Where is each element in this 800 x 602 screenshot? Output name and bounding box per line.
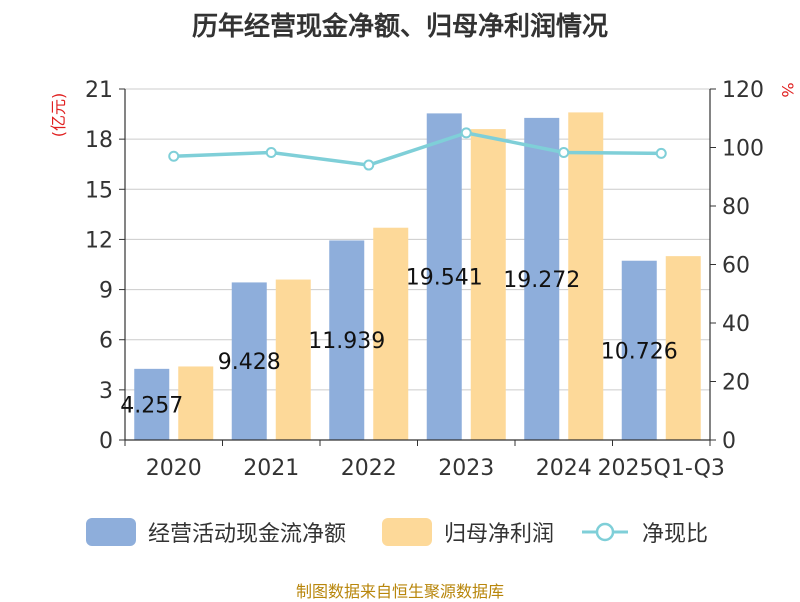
legend-label-net-profit: 归母净利润 <box>444 522 555 547</box>
chart-title: 历年经营现金净额、归母净利润情况 <box>191 12 608 42</box>
right-tick-label: 60 <box>722 254 750 279</box>
chart-plot: 0 3 6 9 12 15 18 21 0 20 40 60 80 100 120 (亿元)% 2020 2021… <box>49 78 797 481</box>
bar-cashflow <box>621 260 657 440</box>
bar-cashflow <box>524 117 560 440</box>
ratio-point <box>265 146 277 158</box>
legend-label-ratio: 净现比 <box>642 522 709 547</box>
left-axis-title: (亿元) <box>49 93 68 138</box>
x-tick-label: 2022 <box>341 456 397 481</box>
ratio-point <box>460 127 472 139</box>
left-tick-label: 18 <box>85 128 113 153</box>
right-tick-label: 120 <box>722 78 764 103</box>
left-tick-label: 9 <box>99 279 113 304</box>
bar-net-profit <box>178 366 214 440</box>
data-label-cashflow: 19.541 <box>406 266 483 291</box>
bar-cashflow <box>231 282 267 440</box>
left-tick-label: 0 <box>99 429 113 454</box>
left-tick-label: 15 <box>85 178 113 203</box>
left-tick-label: 6 <box>99 329 113 354</box>
left-tick-label: 21 <box>85 78 113 103</box>
ratio-point <box>655 147 667 159</box>
x-tick-label: 2025Q1-Q3 <box>598 456 725 481</box>
right-tick-label: 40 <box>722 312 750 337</box>
grid-lines <box>125 88 710 391</box>
legend-swatch-cashflow <box>86 518 136 546</box>
bar-net-profit <box>665 256 701 440</box>
legend: 经营活动现金流净额 归母净利润 净现比 <box>0 516 800 556</box>
right-tick-label: 100 <box>722 137 764 162</box>
bar-net-profit <box>275 279 311 440</box>
ratio-line <box>173 131 662 167</box>
legend-label-cashflow: 经营活动现金流净额 <box>148 522 347 547</box>
ratio-point <box>168 150 180 162</box>
right-tick-label: 0 <box>722 429 736 454</box>
data-label-cashflow: 9.428 <box>218 350 281 375</box>
data-label-cashflow: 4.257 <box>120 393 183 418</box>
x-tick-label: 2021 <box>243 456 299 481</box>
right-tick-label: 20 <box>722 371 750 396</box>
bar-cashflow <box>329 240 365 440</box>
legend-swatch-net-profit <box>382 518 432 546</box>
source-note: 制图数据来自恒生聚源数据库 <box>295 582 504 601</box>
ratio-point <box>558 146 570 158</box>
bar-cashflow <box>426 113 462 441</box>
legend-item-ratio[interactable]: 净现比 <box>580 516 708 548</box>
legend-item-net-profit[interactable]: 归母净利润 <box>382 516 554 548</box>
data-labels: 4.257 9.428 11.939 19.541 19.272 10.726 <box>120 266 677 419</box>
ratio-point <box>363 159 375 171</box>
x-tick-label: 2020 <box>146 456 202 481</box>
right-axis-title: % <box>778 82 797 97</box>
data-label-cashflow: 10.726 <box>601 339 678 364</box>
right-tick-label: 80 <box>722 195 750 220</box>
axes: 0 3 6 9 12 15 18 21 0 20 40 60 80 100 120 (亿元)% 2020 2021… <box>49 78 797 481</box>
left-tick-label: 12 <box>85 228 113 253</box>
line-series <box>168 127 667 171</box>
x-tick-label: 2023 <box>438 456 494 481</box>
x-tick-label: 2024 <box>536 456 592 481</box>
bar-cashflow <box>134 368 170 440</box>
data-label-cashflow: 19.272 <box>503 268 580 293</box>
bar-net-profit <box>373 227 409 440</box>
bar-net-profit <box>568 112 604 441</box>
data-label-cashflow: 11.939 <box>308 329 385 354</box>
left-tick-label: 3 <box>99 379 113 404</box>
legend-swatch-ratio <box>580 518 630 546</box>
bar-series <box>134 112 701 441</box>
bar-net-profit <box>470 129 506 440</box>
legend-item-cashflow[interactable]: 经营活动现金流净额 <box>86 516 346 548</box>
